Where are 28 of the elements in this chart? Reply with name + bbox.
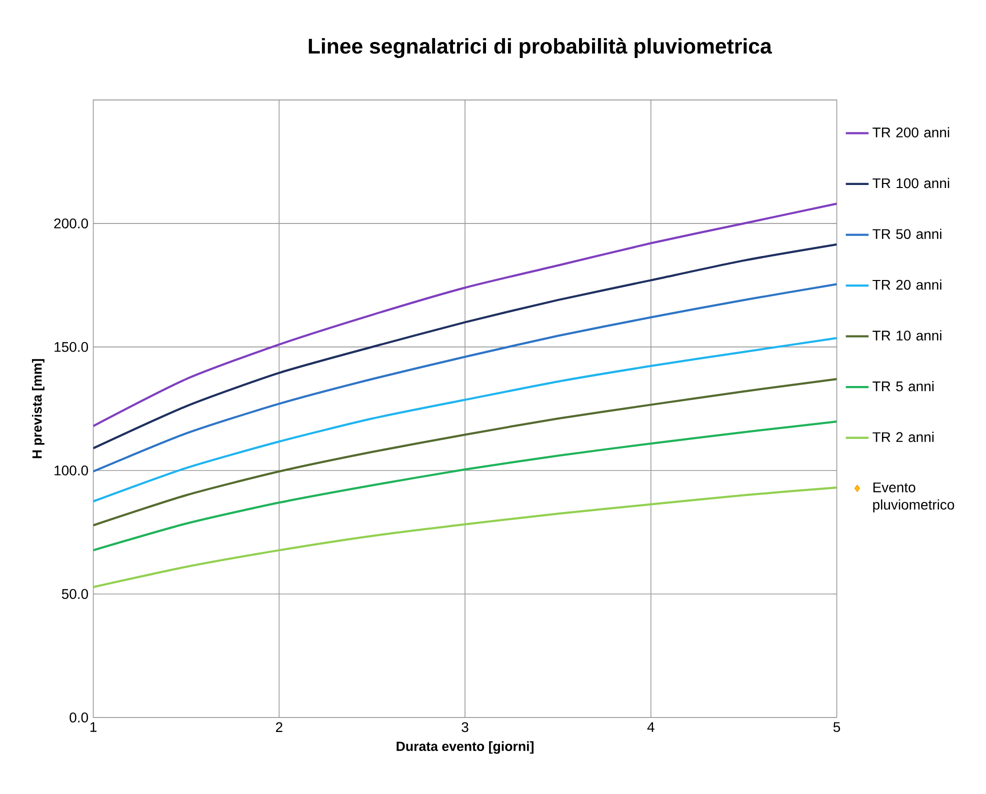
x-tick-label: 5 <box>833 722 840 732</box>
legend-label: TR 20 anni <box>872 279 942 290</box>
line-series <box>93 336 837 502</box>
chart-title: Linee segnalatrici di probabilità pluviometrica <box>308 38 772 58</box>
line-series <box>93 378 837 526</box>
line-series <box>93 283 837 472</box>
legend-label: TR 5 anni <box>872 380 934 392</box>
line-series <box>93 202 837 428</box>
x-tick-label: 2 <box>276 722 282 732</box>
legend-label: TR 200 anni <box>872 127 950 138</box>
line-series <box>93 486 837 588</box>
legend-label: TR 100 anni <box>872 178 950 188</box>
x-tick-label: 1 <box>90 722 96 732</box>
legend-label: TR 50 anni <box>872 228 942 239</box>
legend-label: Evento pluviometrico <box>873 482 954 512</box>
line-series <box>93 420 837 552</box>
x-tick-label: 4 <box>647 722 654 732</box>
legend-label: TR 2 anni <box>872 432 934 442</box>
x-tick-label: 3 <box>462 722 468 732</box>
y-tick-label: 200.0 <box>54 218 88 228</box>
y-tick-label: 100.0 <box>54 465 88 476</box>
line-series <box>93 243 837 450</box>
y-axis-title: H prevista [mm] <box>32 359 44 458</box>
x-axis-title: Durata evento [giorni] <box>396 741 534 754</box>
y-tick-label: 150.0 <box>54 342 88 352</box>
legend-label: TR 10 anni <box>872 330 942 340</box>
y-tick-label: 50.0 <box>62 588 88 599</box>
y-tick-label: 0.0 <box>70 712 88 722</box>
